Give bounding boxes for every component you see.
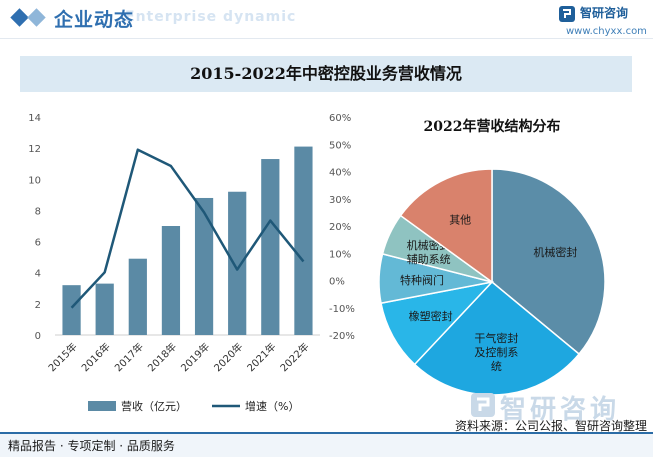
revenue-bar: [261, 159, 279, 335]
y-left-tick-label: 0: [35, 331, 41, 342]
x-tick-label: 2020年: [211, 340, 245, 374]
y-right-tick-label: 50%: [329, 140, 351, 151]
y-left-tick-label: 8: [35, 206, 41, 217]
y-right-tick-label: 30%: [329, 195, 351, 206]
y-right-tick-label: -20%: [329, 331, 355, 342]
y-right-tick-label: 20%: [329, 222, 351, 233]
y-left-tick-label: 10: [28, 175, 41, 186]
y-left-tick-label: 14: [28, 113, 41, 124]
revenue-bar: [62, 285, 80, 335]
x-tick-label: 2022年: [277, 340, 311, 374]
revenue-bar: [195, 198, 213, 335]
y-right-tick-label: 10%: [329, 249, 351, 260]
y-left-tick-label: 2: [35, 300, 41, 311]
revenue-bar: [96, 284, 114, 335]
source-note: 资料来源：公司公报、智研咨询整理: [455, 417, 647, 434]
y-right-tick-label: -10%: [329, 304, 355, 315]
legend-line-label: 增速（%）: [245, 399, 299, 413]
watermark-logo-icon: [470, 392, 496, 418]
footer: 精品报告 · 专项定制 · 品质服务 资料来源：公司公报、智研咨询整理: [0, 432, 653, 457]
x-tick-label: 2019年: [178, 340, 212, 374]
revenue-bar: [162, 226, 180, 335]
y-left-tick-label: 6: [35, 238, 41, 249]
legend-bar-swatch: [88, 401, 116, 411]
x-tick-label: 2021年: [244, 340, 278, 374]
y-right-tick-label: 40%: [329, 168, 351, 179]
legend-bar-label: 营收（亿元）: [121, 399, 187, 413]
revenue-bar: [228, 192, 246, 335]
y-right-tick-label: 0%: [329, 277, 345, 288]
pie-slice-label: 橡塑密封: [409, 309, 453, 323]
pie-slice-label: 特种阀门: [400, 273, 444, 287]
pie-title: 2022年营收结构分布: [424, 118, 561, 135]
x-tick-label: 2018年: [145, 340, 179, 374]
footer-tagline: 精品报告 · 专项定制 · 品质服务: [8, 437, 175, 454]
x-tick-label: 2015年: [45, 340, 79, 374]
x-tick-label: 2016年: [79, 340, 113, 374]
pie-slice-label: 机械密封: [533, 245, 577, 259]
x-tick-label: 2017年: [112, 340, 146, 374]
pie-slice-label: 其他: [449, 214, 471, 227]
y-right-tick-label: 60%: [329, 113, 351, 124]
revenue-bar: [294, 147, 312, 335]
revenue-bar: [129, 259, 147, 335]
y-left-tick-label: 12: [28, 144, 41, 155]
y-left-tick-label: 4: [35, 269, 41, 280]
